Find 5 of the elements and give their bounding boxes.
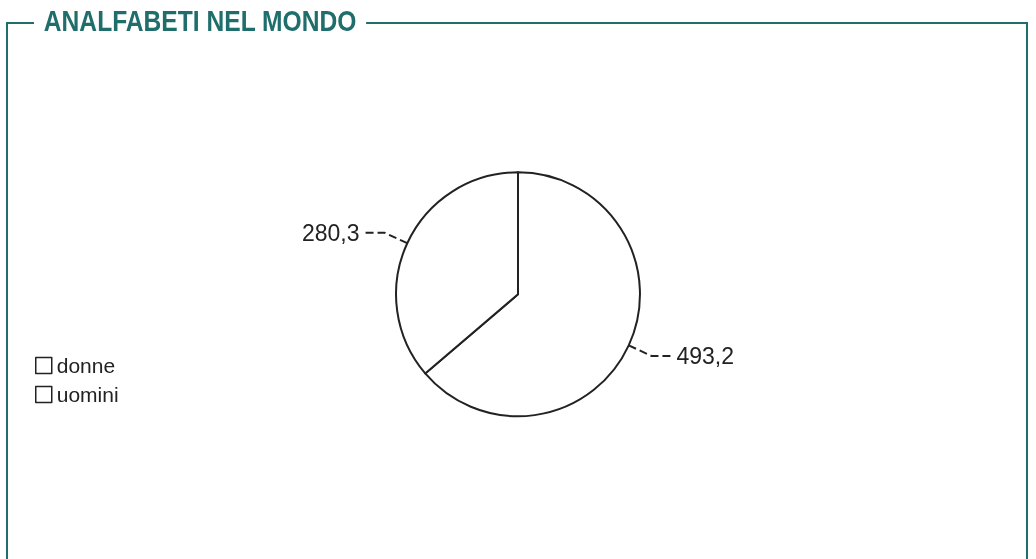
data-label: 493,2	[676, 342, 734, 369]
legend-label: uomini	[56, 383, 119, 406]
data-label: 280,3	[302, 219, 360, 246]
chart-title: ANALFABETI NEL MONDO	[34, 4, 367, 38]
legend-label: donne	[56, 354, 116, 377]
